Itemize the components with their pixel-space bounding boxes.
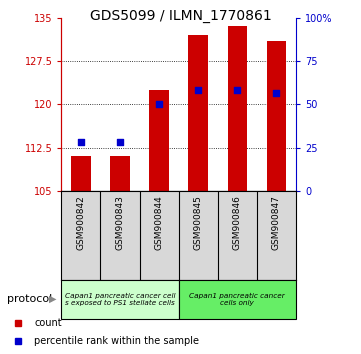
- Text: GSM900847: GSM900847: [272, 196, 281, 251]
- Point: [78, 139, 84, 145]
- Bar: [227, 26, 247, 191]
- Bar: [61, 280, 179, 319]
- Text: count: count: [34, 318, 62, 329]
- Text: GSM900843: GSM900843: [116, 196, 125, 251]
- Point: [234, 87, 240, 93]
- Text: Capan1 pancreatic cancer cell
s exposed to PS1 stellate cells: Capan1 pancreatic cancer cell s exposed …: [65, 292, 175, 306]
- Point: [156, 102, 162, 107]
- Text: GSM900844: GSM900844: [155, 196, 164, 250]
- Point: [195, 87, 201, 93]
- Bar: [110, 156, 130, 191]
- Bar: [149, 90, 169, 191]
- Bar: [267, 41, 286, 191]
- Text: Capan1 pancreatic cancer
cells only: Capan1 pancreatic cancer cells only: [190, 292, 285, 306]
- Text: GSM900846: GSM900846: [233, 196, 242, 251]
- Bar: [71, 156, 91, 191]
- Point: [274, 90, 279, 96]
- Bar: [179, 280, 296, 319]
- Text: percentile rank within the sample: percentile rank within the sample: [34, 336, 199, 346]
- Text: GSM900842: GSM900842: [77, 196, 86, 250]
- Bar: [188, 35, 208, 191]
- Text: ▶: ▶: [49, 294, 56, 304]
- Text: GSM900845: GSM900845: [194, 196, 203, 251]
- Text: protocol: protocol: [7, 294, 52, 304]
- Text: GDS5099 / ILMN_1770861: GDS5099 / ILMN_1770861: [90, 9, 271, 23]
- Point: [117, 139, 123, 145]
